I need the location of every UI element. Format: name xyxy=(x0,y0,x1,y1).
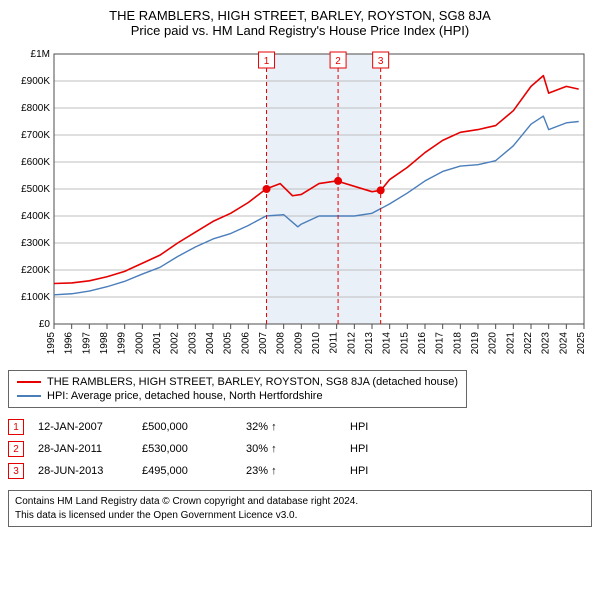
svg-text:2001: 2001 xyxy=(152,332,163,355)
svg-text:3: 3 xyxy=(378,56,384,67)
svg-text:2012: 2012 xyxy=(346,332,357,355)
svg-text:2019: 2019 xyxy=(470,332,481,355)
legend-label: HPI: Average price, detached house, Nort… xyxy=(47,390,323,402)
event-marker: 3 xyxy=(8,463,24,479)
event-date: 12-JAN-2007 xyxy=(38,421,128,433)
svg-text:2007: 2007 xyxy=(258,332,269,355)
event-hpi-label: HPI xyxy=(350,465,368,477)
event-marker: 2 xyxy=(8,441,24,457)
event-hpi-label: HPI xyxy=(350,421,368,433)
svg-text:2021: 2021 xyxy=(505,332,516,355)
legend-swatch xyxy=(17,395,41,397)
event-row: 1 12-JAN-2007 £500,000 32% ↑ HPI xyxy=(8,416,592,438)
svg-text:2000: 2000 xyxy=(134,332,145,355)
svg-text:1995: 1995 xyxy=(46,332,57,355)
svg-text:2010: 2010 xyxy=(311,332,322,355)
event-date: 28-JUN-2013 xyxy=(38,465,128,477)
svg-text:2003: 2003 xyxy=(187,332,198,355)
line-chart-svg: £0 £100K £200K £300K £400K £500K £600K £700K £80… xyxy=(8,44,592,364)
svg-text:£500K: £500K xyxy=(21,184,50,195)
svg-text:2011: 2011 xyxy=(329,332,340,354)
event-price: £495,000 xyxy=(142,465,232,477)
svg-text:2005: 2005 xyxy=(223,332,234,355)
svg-text:2024: 2024 xyxy=(558,332,569,355)
svg-text:£800K: £800K xyxy=(21,103,50,114)
svg-text:2020: 2020 xyxy=(488,332,499,355)
svg-text:£1M: £1M xyxy=(31,49,50,60)
event-price: £500,000 xyxy=(142,421,232,433)
credit-line-2: This data is licensed under the Open Gov… xyxy=(15,509,585,523)
chart-title-line1: THE RAMBLERS, HIGH STREET, BARLEY, ROYST… xyxy=(8,8,592,23)
svg-text:1998: 1998 xyxy=(99,332,110,355)
event-delta: 32% ↑ xyxy=(246,421,336,433)
svg-text:2023: 2023 xyxy=(541,332,552,355)
event-date: 28-JAN-2011 xyxy=(38,443,128,455)
event-price: £530,000 xyxy=(142,443,232,455)
svg-text:£400K: £400K xyxy=(21,211,50,222)
svg-text:2009: 2009 xyxy=(293,332,304,355)
legend: THE RAMBLERS, HIGH STREET, BARLEY, ROYST… xyxy=(8,370,467,408)
svg-text:£900K: £900K xyxy=(21,76,50,87)
legend-swatch xyxy=(17,381,41,383)
svg-text:1996: 1996 xyxy=(64,332,75,355)
credit-box: Contains HM Land Registry data © Crown c… xyxy=(8,490,592,527)
svg-text:2017: 2017 xyxy=(435,332,446,355)
event-row: 2 28-JAN-2011 £530,000 30% ↑ HPI xyxy=(8,438,592,460)
svg-text:2022: 2022 xyxy=(523,332,534,355)
svg-text:1: 1 xyxy=(264,56,270,67)
credit-line-1: Contains HM Land Registry data © Crown c… xyxy=(15,495,585,509)
event-row: 3 28-JUN-2013 £495,000 23% ↑ HPI xyxy=(8,460,592,482)
event-hpi-label: HPI xyxy=(350,443,368,455)
svg-text:2016: 2016 xyxy=(417,332,428,355)
svg-text:£700K: £700K xyxy=(21,130,50,141)
event-delta: 23% ↑ xyxy=(246,465,336,477)
svg-text:2008: 2008 xyxy=(276,332,287,355)
chart-title-line2: Price paid vs. HM Land Registry's House … xyxy=(8,23,592,38)
svg-text:£300K: £300K xyxy=(21,238,50,249)
svg-text:£100K: £100K xyxy=(21,292,50,303)
legend-label: THE RAMBLERS, HIGH STREET, BARLEY, ROYST… xyxy=(47,376,458,388)
svg-text:2018: 2018 xyxy=(452,332,463,355)
svg-text:£200K: £200K xyxy=(21,265,50,276)
svg-text:£600K: £600K xyxy=(21,157,50,168)
svg-text:2025: 2025 xyxy=(576,332,587,355)
svg-text:2: 2 xyxy=(335,56,341,67)
svg-text:2014: 2014 xyxy=(382,332,393,355)
event-delta: 30% ↑ xyxy=(246,443,336,455)
legend-item: HPI: Average price, detached house, Nort… xyxy=(17,389,458,403)
svg-text:£0: £0 xyxy=(39,319,51,330)
svg-text:1997: 1997 xyxy=(81,332,92,355)
svg-text:2013: 2013 xyxy=(364,332,375,355)
svg-text:2015: 2015 xyxy=(399,332,410,355)
event-marker: 1 xyxy=(8,419,24,435)
svg-text:2002: 2002 xyxy=(170,332,181,355)
chart-area: £0 £100K £200K £300K £400K £500K £600K £700K £80… xyxy=(8,44,592,364)
svg-text:1999: 1999 xyxy=(117,332,128,355)
events-table: 1 12-JAN-2007 £500,000 32% ↑ HPI 2 28-JAN-2011… xyxy=(8,416,592,482)
svg-text:2006: 2006 xyxy=(240,332,251,355)
svg-text:2004: 2004 xyxy=(205,332,216,355)
legend-item: THE RAMBLERS, HIGH STREET, BARLEY, ROYST… xyxy=(17,375,458,389)
